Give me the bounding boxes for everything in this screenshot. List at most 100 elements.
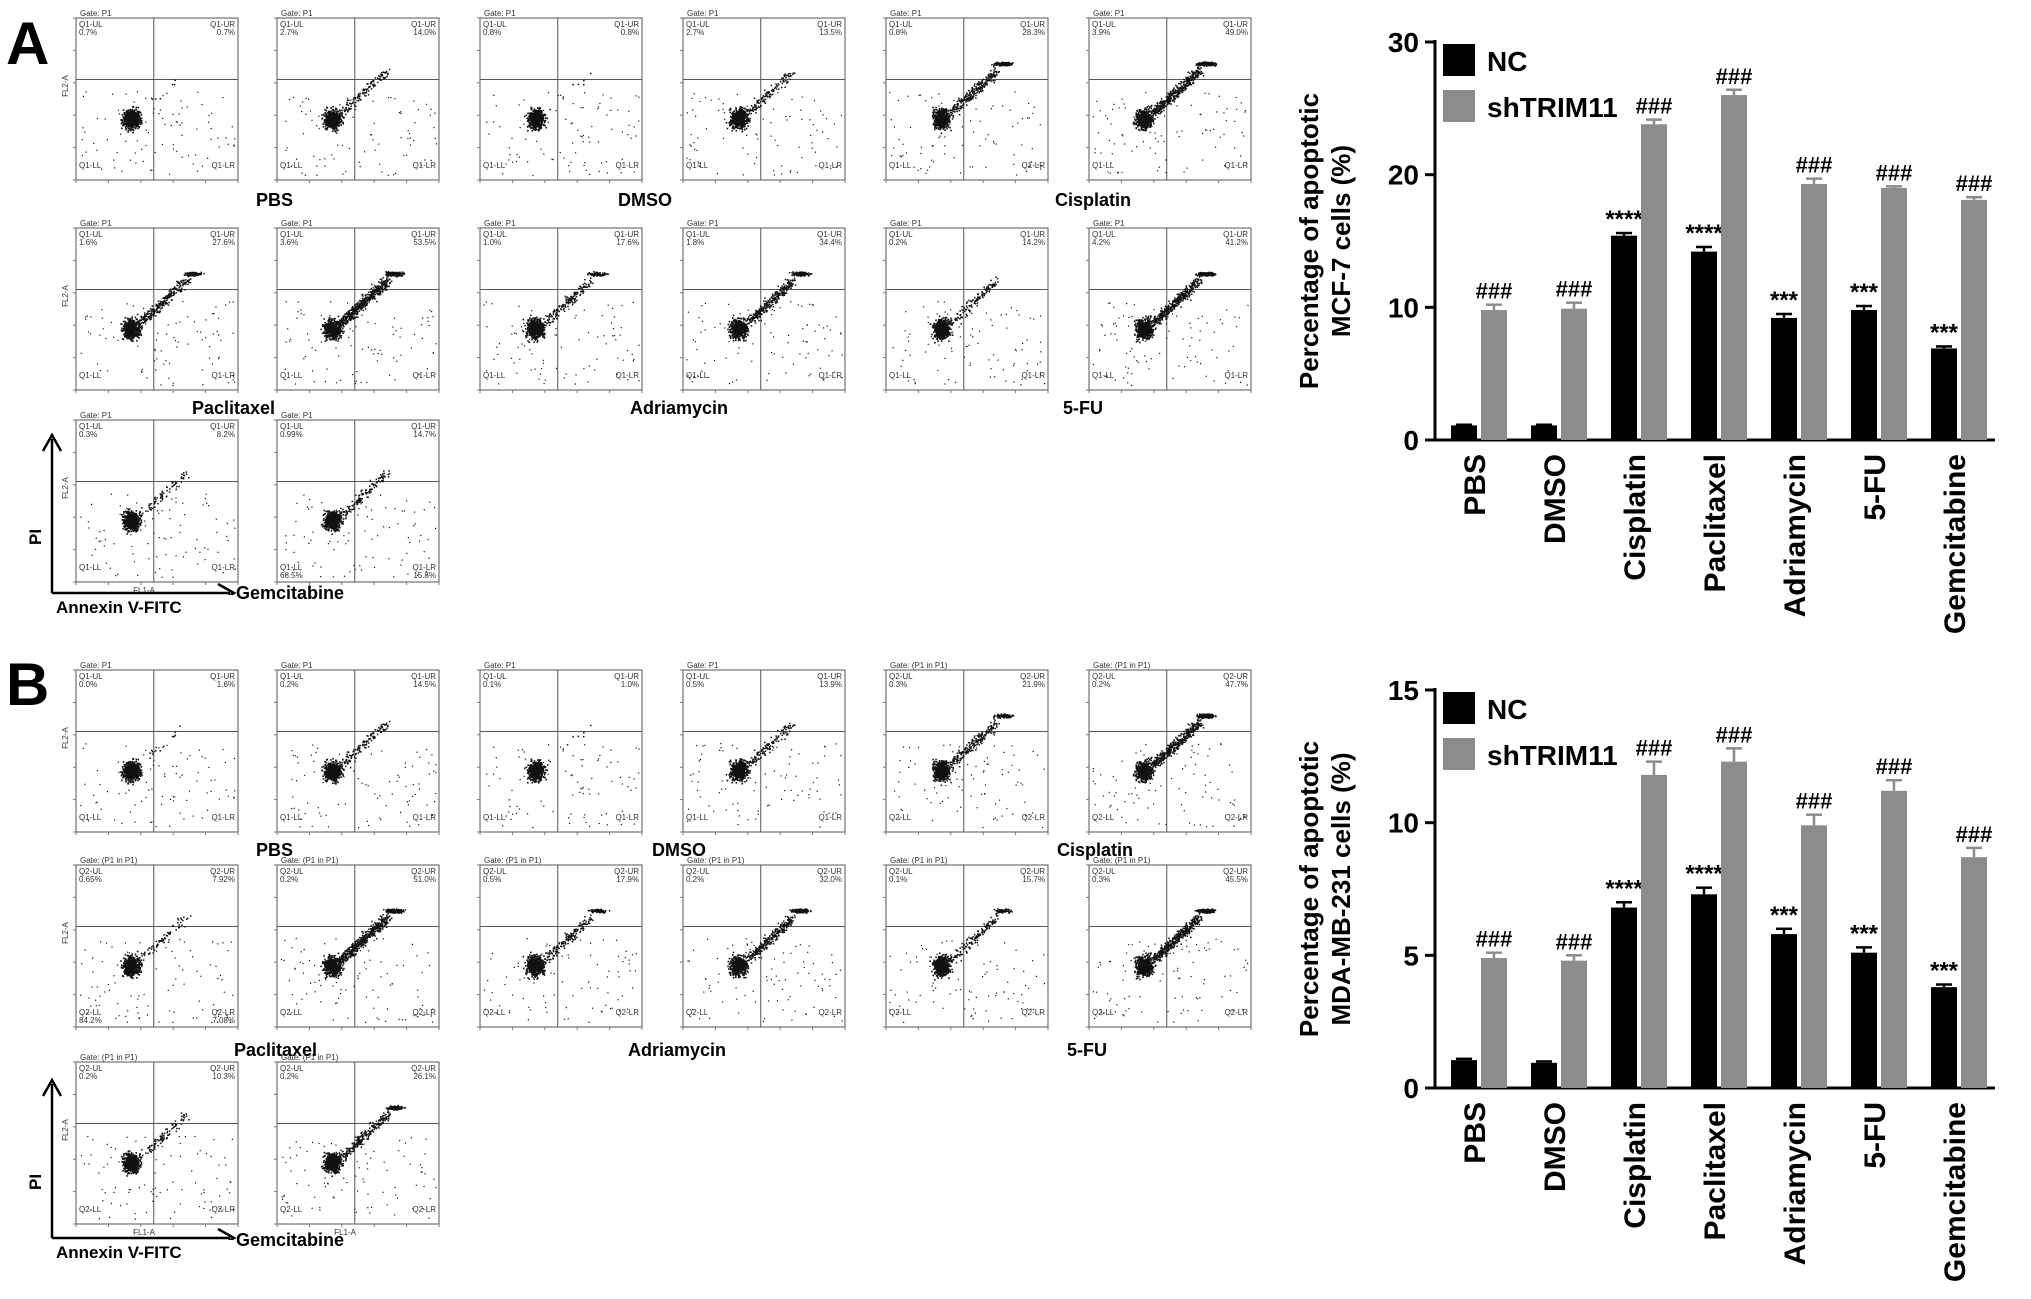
- flow-plot-svg: Gate: P1Q1-UL2.7%Q1-UR13.5%Q1-LL Q1-LR: [669, 8, 854, 193]
- caption-5fu: 5-FU: [1063, 398, 1103, 418]
- significance-label: ###: [1636, 94, 1673, 119]
- quadrant-lr-label: Q1-LR: [615, 161, 639, 170]
- quadrant-ul-value: 1.0%: [483, 238, 501, 247]
- quadrant-ul-value: 0.8%: [483, 28, 501, 37]
- quadrant-ll-label: Q1-LL: [483, 161, 506, 170]
- flow-plot: Gate: P1 Q1-UL 1.0% Q1-UR 17.6% Q1-LL Q1-LR: [466, 218, 651, 403]
- x-tick-label: 5-FU: [1859, 1102, 1892, 1169]
- flow-plot-svg: Gate: P1Q1-UL0.5%Q1-UR13.9%Q1-LL Q1-LR: [669, 660, 854, 845]
- quadrant-ul-value: 0.5%: [686, 680, 704, 689]
- quadrant-ur-value: 1.0%: [621, 680, 639, 689]
- y-tick-label: 30: [1388, 27, 1419, 58]
- plot-ylabel: FL2-A: [61, 921, 70, 943]
- gate-label: Gate: P1: [687, 219, 719, 228]
- gate-label: Gate: P1: [1093, 219, 1125, 228]
- panel-letter-a: A: [6, 14, 49, 74]
- quadrant-lr-label: Q2-LR: [1021, 1008, 1045, 1017]
- flow-plot: Gate: P1 Q1-UL 3.6% Q1-UR 53.5% Q1-LL Q1-LR: [263, 218, 448, 403]
- bar-nc: [1931, 987, 1957, 1088]
- legend-label: shTRIM11: [1487, 92, 1618, 123]
- gate-label: Gate: P1: [80, 411, 112, 420]
- y-tick-label: 5: [1403, 940, 1419, 971]
- quadrant-ll-label: Q1-LL: [79, 813, 102, 822]
- quadrant-ul-value: 0.7%: [79, 28, 97, 37]
- significance-label: ****: [1605, 875, 1643, 902]
- bar-shtrim11: [1481, 310, 1507, 440]
- quadrant-lr-label: Q1-LR: [615, 813, 639, 822]
- x-tick-label: Cisplatin: [1619, 454, 1652, 581]
- quadrant-ll-label: Q2-LL: [1092, 813, 1115, 822]
- gate-label: Gate: (P1 in P1): [484, 856, 542, 865]
- quadrant-ur-value: 14.0%: [413, 28, 436, 37]
- quadrant-ur-value: 28.3%: [1022, 28, 1045, 37]
- quadrant-lr-value: 7.08%: [212, 1016, 235, 1025]
- quadrant-ul-value: 3.9%: [1092, 28, 1110, 37]
- quadrant-ll-label: Q1-LL: [79, 161, 102, 170]
- quadrant-lr-label: Q1-LR: [211, 813, 235, 822]
- gate-label: Gate: (P1 in P1): [80, 1053, 138, 1062]
- caption-paclitaxel: Paclitaxel: [192, 398, 275, 418]
- gate-label: Gate: P1: [890, 219, 922, 228]
- bar-nc: [1851, 953, 1877, 1088]
- quadrant-ll-label: Q1-LL: [280, 161, 303, 170]
- significance-label: ###: [1716, 64, 1753, 89]
- gate-label: Gate: P1: [281, 411, 313, 420]
- legend-swatch: [1443, 738, 1475, 770]
- quadrant-ul-value: 2.7%: [280, 28, 298, 37]
- flow-plot-svg: Gate: P1Q1-UL0.99%Q1-UR14.7%Q1-LL68.5%Q1…: [263, 410, 448, 595]
- quadrant-ul-value: 1.6%: [79, 238, 97, 247]
- y-axis-label: Percentage of apoptotic: [1294, 741, 1324, 1037]
- flow-plot: Gate: (P1 in P1) Q2-UL 0.2% Q2-UR 32.0% Q2-LL…: [669, 855, 854, 1040]
- bar-shtrim11: [1961, 200, 1987, 440]
- flow-plot-svg: Gate: P1Q1-UL1.6%Q1-UR27.6%Q1-LL Q1-LRFL2…: [62, 218, 247, 403]
- plot-ylabel: FL2-A: [61, 726, 70, 748]
- significance-label: ###: [1876, 754, 1913, 779]
- significance-label: ****: [1605, 206, 1643, 233]
- flow-plot-svg: Gate: P1Q1-UL0.8%Q1-UR0.8%Q1-LL Q1-LR: [466, 8, 651, 193]
- quadrant-lr-label: Q2-LR: [1224, 1008, 1248, 1017]
- quadrant-ur-value: 0.8%: [621, 28, 639, 37]
- bar-nc: [1451, 1060, 1477, 1088]
- x-tick-label: Gemcitabine: [1939, 454, 1972, 634]
- significance-label: ###: [1716, 722, 1753, 747]
- flow-plot-svg: Gate: (P1 in P1)Q2-UL0.3%Q2-UR21.9%Q2-LL…: [872, 660, 1057, 845]
- flow-plot-svg: Gate: P1Q1-UL4.2%Q1-UR41.2%Q1-LL Q1-LR: [1075, 218, 1260, 403]
- quadrant-ll-label: Q1-LL: [79, 371, 102, 380]
- quadrant-ur-value: 7.92%: [212, 875, 235, 884]
- bar-shtrim11: [1561, 961, 1587, 1088]
- axis-label-pi-a: PI: [26, 529, 46, 545]
- flow-plot: Gate: P1 Q1-UL 3.9% Q1-UR 49.0% Q1-LL Q1-LR: [1075, 8, 1260, 193]
- bar-nc: [1691, 894, 1717, 1088]
- quadrant-ul-value: 3.6%: [280, 238, 298, 247]
- flow-plot: Gate: P1 Q1-UL 4.2% Q1-UR 41.2% Q1-LL Q1-LR: [1075, 218, 1260, 403]
- quadrant-lr-label: Q1-LR: [412, 371, 436, 380]
- quadrant-ll-label: Q2-LL: [483, 1008, 506, 1017]
- quadrant-ll-label: Q1-LL: [1092, 161, 1115, 170]
- quadrant-ur-value: 53.5%: [413, 238, 436, 247]
- caption-dmso-b: DMSO: [652, 840, 706, 860]
- flow-plot: Gate: P1 Q1-UL 0.8% Q1-UR 0.8% Q1-LL Q1-LR: [466, 8, 651, 193]
- flow-plot: Gate: (P1 in P1) Q2-UL 0.2% Q2-UR 47.7% Q2-LL…: [1075, 660, 1260, 845]
- x-tick-label: Adriamycin: [1779, 1102, 1812, 1265]
- quadrant-ul-value: 0.2%: [889, 238, 907, 247]
- quadrant-lr-label: Q2-LR: [818, 1008, 842, 1017]
- flow-plot-svg: Gate: P1Q1-UL0.8%Q1-UR28.3%Q1-LL Q1-LR: [872, 8, 1057, 193]
- flow-plot-svg: Gate: P1Q1-UL0.0%Q1-UR1.6%Q1-LL Q1-LRFL2-…: [62, 660, 247, 845]
- quadrant-ul-value: 0.8%: [889, 28, 907, 37]
- bar-chart-mcf7: 0102030Percentage of apoptotic MCF-7 cell…: [1270, 0, 2030, 640]
- plot-frame: [480, 670, 642, 832]
- quadrant-lr-label: Q1-LR: [211, 371, 235, 380]
- quadrant-lr-label: Q1-LR: [211, 161, 235, 170]
- y-tick-label: 15: [1388, 675, 1419, 706]
- y-axis-label: MCF-7 cells (%): [1326, 145, 1356, 337]
- quadrant-lr-label: Q1-LR: [1224, 161, 1248, 170]
- panel-letter-b: B: [6, 655, 49, 715]
- plot-ylabel: FL2-A: [61, 284, 70, 306]
- flow-plot-svg: Gate: (P1 in P1)Q2-UL0.2%Q2-UR51.0%Q2-LL…: [263, 855, 448, 1040]
- y-tick-label: 10: [1388, 292, 1419, 323]
- significance-label: ###: [1956, 822, 1993, 847]
- flow-plot: Gate: P1 Q1-UL 0.2% Q1-UR 14.5% Q1-LL Q1-LR: [263, 660, 448, 845]
- quadrant-ll-label: Q2-LL: [1092, 1008, 1115, 1017]
- quadrant-ll-label: Q1-LL: [889, 371, 912, 380]
